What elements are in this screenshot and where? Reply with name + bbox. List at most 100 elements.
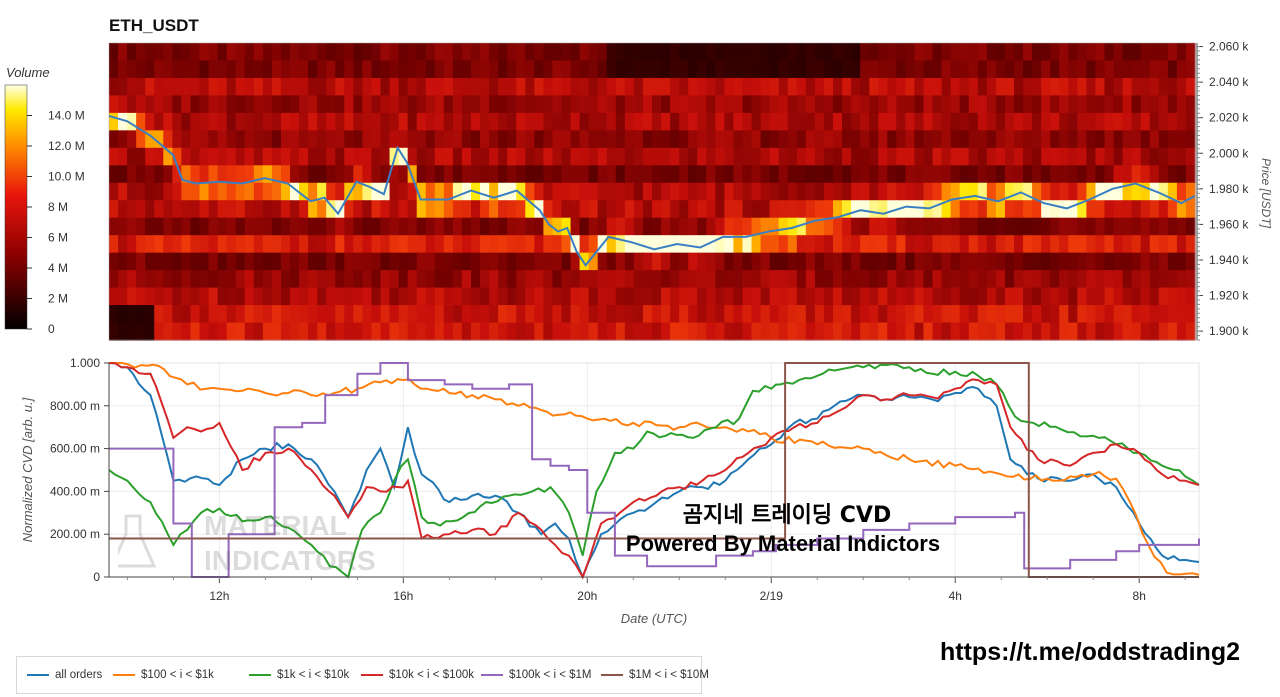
heatmap-cell [416, 200, 427, 219]
heatmap-cell [280, 252, 291, 271]
legend-item[interactable]: $100 < i < $1k [113, 669, 214, 681]
heatmap-cell [217, 235, 228, 254]
cvd-x-tick-label: 20h [577, 589, 597, 603]
heatmap-cell [652, 322, 662, 341]
heatmap-cell [579, 60, 590, 79]
heatmap-cell [959, 235, 970, 254]
heatmap-cell [1023, 200, 1033, 219]
colorbar-tick-label: 12.0 M [48, 139, 85, 153]
heatmap-cell [290, 60, 300, 79]
heatmap-cell [362, 147, 373, 166]
heatmap-cell [941, 95, 952, 114]
heatmap-cell [534, 287, 544, 306]
heatmap-cell [1113, 165, 1124, 184]
heatmap-cell [588, 165, 599, 184]
heatmap-cell [869, 252, 879, 271]
heatmap-cell [579, 147, 590, 166]
heatmap-cell [977, 235, 988, 254]
heatmap-cell [244, 77, 255, 97]
heatmap-cell [109, 60, 119, 79]
heatmap-cell [661, 95, 671, 114]
heatmap-cell [461, 95, 472, 114]
heatmap-cell [380, 252, 391, 271]
heatmap-cell [1059, 77, 1069, 97]
heatmap-cell [416, 112, 427, 131]
legend-item[interactable]: $1k < i < $10k [249, 669, 349, 681]
heatmap-cell [860, 305, 870, 324]
heatmap-cell [733, 217, 744, 236]
heatmap-cell [932, 235, 943, 254]
heatmap-cell [208, 182, 219, 201]
heatmap-cell [661, 200, 671, 219]
heatmap-cell [1068, 95, 1078, 114]
heatmap-cell [253, 270, 264, 289]
heatmap-cell [688, 60, 698, 79]
heatmap-cell [516, 322, 526, 341]
heatmap-cell [633, 95, 644, 114]
heatmap-cell [697, 252, 707, 271]
heatmap-cell [1014, 305, 1024, 324]
heatmap-cell [353, 182, 363, 201]
heatmap-cell [588, 305, 599, 324]
heatmap-cell [398, 77, 409, 97]
heatmap-cell [398, 130, 409, 149]
heatmap-cell [127, 322, 137, 341]
heatmap-cell [199, 200, 210, 219]
heatmap-cell [1167, 182, 1178, 201]
heatmap-cell [688, 235, 698, 254]
heatmap-cell [842, 217, 852, 236]
heatmap-cell [1095, 165, 1106, 184]
heatmap-cell [290, 270, 300, 289]
heatmap-cell [380, 235, 391, 254]
heatmap-cell [914, 147, 925, 166]
heatmap-cell [579, 77, 590, 97]
heatmap-cell [1122, 112, 1133, 131]
heatmap-cell [995, 130, 1006, 149]
heatmap-cell [950, 43, 961, 62]
heatmap-cell [1158, 43, 1169, 62]
legend-item[interactable]: all orders [27, 669, 102, 681]
heatmap-cell [1122, 270, 1133, 289]
heatmap-cell [760, 235, 771, 254]
heatmap-cell [878, 217, 888, 236]
heatmap-cell [181, 77, 192, 97]
heatmap-cell [787, 60, 798, 79]
heatmap-cell [959, 60, 970, 79]
heatmap-cell [552, 165, 563, 184]
heatmap-cell [136, 43, 146, 62]
legend-item[interactable]: $10k < i < $100k [361, 669, 474, 681]
heatmap-cell [986, 252, 997, 271]
heatmap-cell [380, 112, 391, 131]
heatmap-cell [290, 235, 300, 254]
heatmap-cell [226, 77, 237, 97]
heatmap-cell [471, 322, 481, 341]
heatmap-cell [371, 165, 382, 184]
heatmap-cell [787, 235, 798, 254]
legend-item[interactable]: $100k < i < $1M [481, 669, 591, 681]
heatmap-cell [416, 305, 427, 324]
heatmap-cell [516, 182, 526, 201]
heatmap-cell [588, 60, 599, 79]
heatmap-cell [679, 200, 689, 219]
legend-item[interactable]: $1M < i < $10M [601, 669, 709, 681]
heatmap-cell [1014, 200, 1024, 219]
heatmap-cell [1104, 200, 1115, 219]
heatmap-cell [932, 252, 943, 271]
heatmap-cell [1140, 147, 1151, 166]
heatmap-cell [1077, 287, 1087, 306]
heatmap-cell [507, 217, 517, 236]
heatmap-cell [1068, 217, 1078, 236]
heatmap-cell [199, 112, 210, 131]
heatmap-cell [842, 182, 852, 201]
heatmap-cell [507, 305, 517, 324]
heatmap-cell [127, 182, 137, 201]
heatmap-cell [1149, 147, 1160, 166]
heatmap-cell [326, 182, 336, 201]
heatmap-cell [1059, 95, 1069, 114]
heatmap-cell [407, 147, 418, 166]
telegram-link[interactable]: https://t.me/oddstrading2 [940, 638, 1240, 666]
heatmap-cell [1023, 252, 1033, 271]
heatmap-cell [136, 182, 146, 201]
heatmap-cell [190, 112, 201, 131]
heatmap-cell [688, 322, 698, 341]
